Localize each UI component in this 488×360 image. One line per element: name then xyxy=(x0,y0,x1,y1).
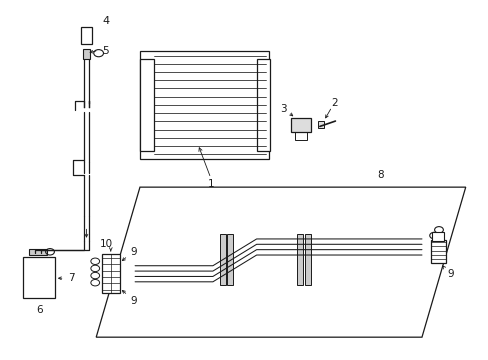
Bar xyxy=(140,59,153,152)
Text: 1: 1 xyxy=(207,179,214,189)
Bar xyxy=(318,121,324,128)
Bar xyxy=(256,59,270,152)
Text: 4: 4 xyxy=(102,16,109,26)
Text: 3: 3 xyxy=(280,104,286,113)
Bar xyxy=(23,257,55,298)
Bar xyxy=(294,132,306,140)
Text: 10: 10 xyxy=(99,239,112,249)
Polygon shape xyxy=(140,51,268,158)
Bar xyxy=(81,27,92,44)
Bar xyxy=(297,234,303,285)
Text: 9: 9 xyxy=(447,269,453,279)
Polygon shape xyxy=(96,187,465,337)
Bar xyxy=(431,231,443,240)
Bar xyxy=(102,254,119,293)
Bar xyxy=(219,234,225,285)
Text: 9: 9 xyxy=(131,247,137,257)
Text: 9: 9 xyxy=(131,296,137,306)
Text: 7: 7 xyxy=(68,273,75,283)
Bar xyxy=(304,234,310,285)
Text: 8: 8 xyxy=(377,170,383,180)
Bar xyxy=(82,49,90,59)
Text: 2: 2 xyxy=(330,98,337,108)
Bar xyxy=(29,249,46,255)
Text: 5: 5 xyxy=(102,46,109,56)
Bar xyxy=(226,234,232,285)
Bar xyxy=(290,118,310,132)
Text: 6: 6 xyxy=(36,305,42,315)
Bar xyxy=(430,240,446,263)
